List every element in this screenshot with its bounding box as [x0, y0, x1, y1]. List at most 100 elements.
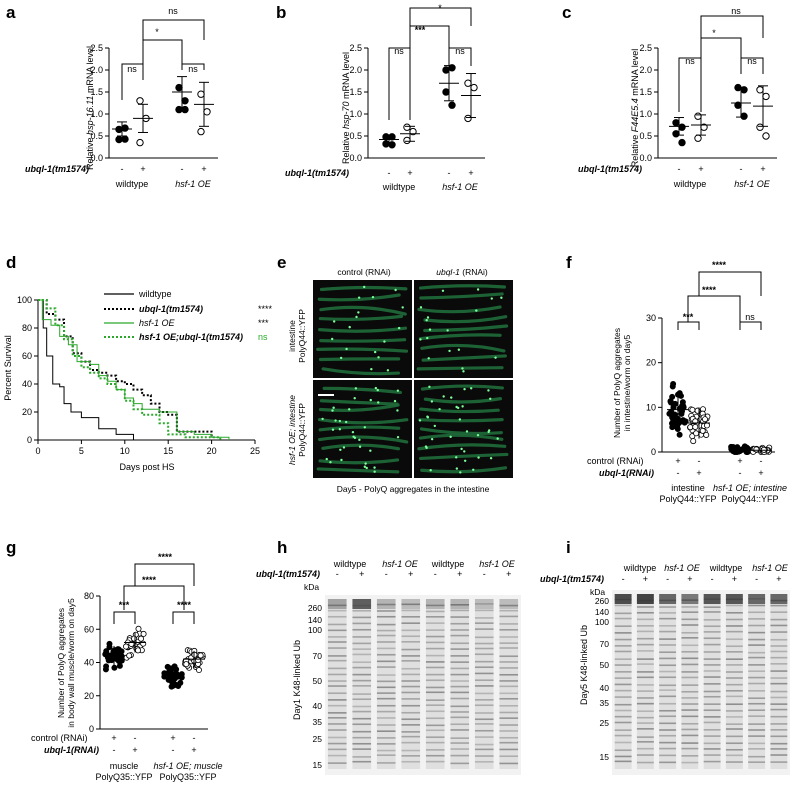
band	[770, 735, 788, 738]
data-point	[740, 112, 748, 120]
band	[401, 622, 421, 624]
band	[614, 625, 632, 628]
y-tick-label: 40	[22, 379, 32, 389]
survival-curve	[38, 299, 134, 440]
aggregate	[357, 311, 360, 314]
band	[450, 729, 470, 731]
sign: +	[698, 164, 703, 174]
band	[681, 650, 699, 653]
sig-bracket	[700, 15, 764, 38]
aggregate	[430, 437, 434, 441]
marker-label: 25	[313, 734, 323, 744]
panel-d: d 0 20 40 60 80 100 0 5 10 15 20 25 Percent Surviva…	[3, 253, 273, 472]
band	[352, 760, 372, 763]
band	[770, 624, 788, 627]
band	[614, 617, 632, 620]
band	[681, 747, 699, 750]
sign: +	[201, 164, 206, 174]
sign: -	[434, 569, 437, 579]
band	[770, 611, 788, 613]
top-band	[376, 599, 396, 609]
data-point	[140, 630, 147, 637]
panel-label: d	[6, 253, 16, 272]
band	[401, 691, 421, 694]
band	[703, 611, 721, 613]
data-point	[102, 666, 109, 673]
band	[681, 715, 699, 718]
band	[376, 641, 396, 643]
marker-label: 15	[600, 752, 610, 762]
band	[499, 748, 519, 751]
sig-bracket	[409, 25, 450, 48]
band	[659, 741, 677, 744]
y-tick-label: 0	[27, 435, 32, 445]
band	[401, 698, 421, 700]
x-tick-label: 25	[250, 446, 260, 456]
data-point	[678, 123, 686, 131]
band	[636, 637, 654, 640]
band	[450, 629, 470, 631]
data-point	[175, 105, 183, 114]
legend-sig: ***	[258, 318, 269, 328]
aggregate	[397, 326, 401, 330]
band	[659, 702, 677, 705]
band	[474, 617, 494, 619]
band	[703, 760, 721, 763]
band	[352, 693, 372, 695]
band	[474, 699, 494, 701]
worm	[316, 347, 409, 353]
genotype-row-label: ubql-1(tm1574)	[578, 164, 642, 174]
band	[376, 686, 396, 689]
band	[636, 716, 654, 719]
worm	[423, 315, 508, 324]
sign: +	[359, 569, 364, 579]
group-label: PolyQ44::YFP	[721, 494, 778, 504]
data-point	[703, 422, 710, 429]
band	[401, 755, 421, 757]
worm	[418, 418, 504, 423]
band	[425, 610, 445, 613]
band	[376, 710, 396, 713]
aggregate	[500, 296, 503, 299]
band	[636, 676, 654, 679]
band	[725, 677, 743, 679]
sig-label: ****	[712, 260, 727, 270]
band	[725, 618, 743, 621]
band	[614, 734, 632, 737]
lane	[770, 594, 788, 769]
band	[474, 704, 494, 707]
aggregate	[373, 466, 376, 469]
band	[352, 685, 372, 687]
y-tick-label: 80	[22, 323, 32, 333]
band	[703, 676, 721, 678]
band	[614, 741, 632, 744]
aggregate	[428, 385, 431, 389]
aggregate	[364, 462, 367, 465]
band	[474, 666, 494, 669]
sign: -	[121, 164, 124, 174]
sig-label: ****	[158, 552, 173, 562]
y-axis-label: Day1 K48-linked Ub	[292, 640, 302, 720]
band	[352, 661, 372, 664]
band	[703, 658, 721, 660]
band	[703, 754, 721, 756]
band	[614, 715, 632, 718]
panel-label: c	[562, 3, 571, 22]
band	[748, 697, 766, 700]
band	[770, 703, 788, 705]
band	[770, 638, 788, 641]
aggregate	[396, 435, 400, 439]
band	[499, 636, 519, 638]
band	[425, 616, 445, 618]
band	[474, 609, 494, 612]
aggregate	[457, 348, 461, 351]
band	[770, 708, 788, 711]
aggregate	[425, 319, 428, 322]
data-point	[118, 648, 125, 655]
sign: -	[760, 456, 763, 466]
band	[450, 667, 470, 670]
band	[681, 644, 699, 647]
y-tick-label: 60	[84, 624, 94, 634]
band	[352, 698, 372, 701]
data-point	[195, 657, 202, 664]
